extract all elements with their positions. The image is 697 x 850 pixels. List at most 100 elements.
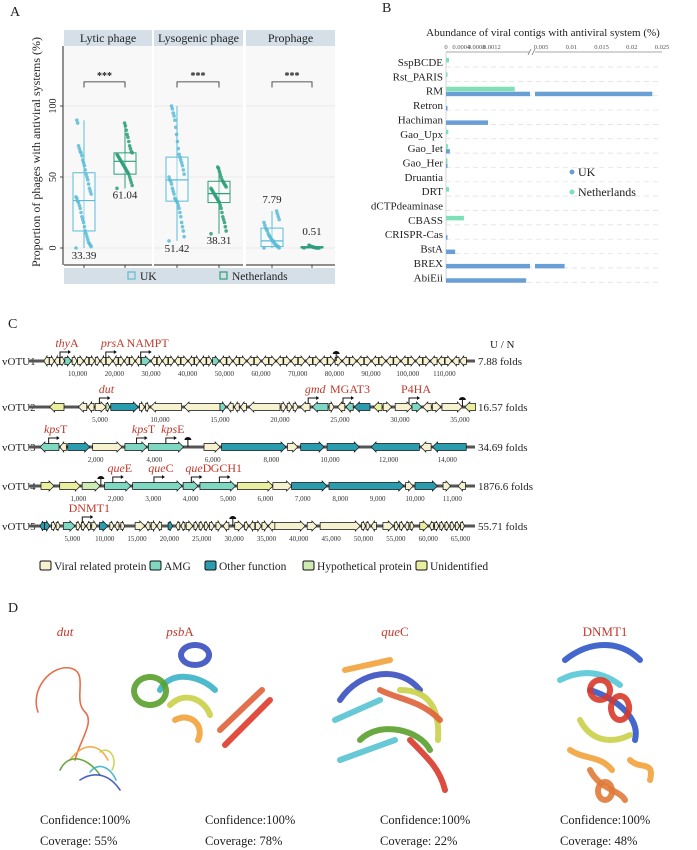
gene-arrow xyxy=(55,520,61,532)
data-point xyxy=(220,210,224,215)
gene-arrow xyxy=(174,354,181,368)
gene-arrow xyxy=(54,354,60,368)
ribbon xyxy=(567,747,615,773)
legend-key-netherlands xyxy=(219,271,228,280)
data-point xyxy=(302,246,306,250)
gene-arrow xyxy=(444,354,453,368)
gene-label: queC xyxy=(148,461,173,475)
significance-bracket xyxy=(271,81,313,88)
category-label: Gao_Upx xyxy=(400,129,443,141)
x-tick-label: 0.0008 xyxy=(468,44,486,51)
label-roman: E xyxy=(125,461,132,475)
x-tick-label: 0 xyxy=(444,44,447,51)
gene-label: prsA xyxy=(100,336,125,350)
structure-title: psbA xyxy=(165,624,194,639)
gene-arrow xyxy=(110,401,139,413)
promoter-arrow-icon xyxy=(105,351,115,358)
gene-arrow xyxy=(167,520,174,532)
label-italic: thy xyxy=(55,336,70,350)
promoter-arrow-icon xyxy=(98,397,109,404)
gene-arrow xyxy=(222,519,230,533)
track-name: vOTU4 xyxy=(2,481,36,493)
gene-arrow xyxy=(193,520,199,532)
gene-arrow xyxy=(385,354,394,368)
data-point xyxy=(182,172,186,176)
gene-arrow xyxy=(162,354,169,368)
category-label: Gao_Her xyxy=(403,157,444,169)
gene-arrow xyxy=(67,441,91,453)
position-tick: 15,000 xyxy=(127,535,147,543)
data-point xyxy=(77,203,82,208)
gene-arrow xyxy=(248,401,281,413)
gene-arrow xyxy=(439,520,445,532)
data-point xyxy=(218,203,223,208)
promoter-arrowhead xyxy=(173,436,177,440)
gene-arrow xyxy=(429,354,438,368)
ribbon xyxy=(131,674,170,708)
label-italic: que xyxy=(148,461,166,475)
gene-arrow xyxy=(94,355,101,367)
gene-arrow xyxy=(109,520,115,532)
data-point xyxy=(75,118,79,122)
facet-background xyxy=(64,46,152,265)
promoter-arrowhead xyxy=(161,475,165,479)
label-italic: prs xyxy=(100,336,117,350)
data-point xyxy=(307,243,311,247)
data-point xyxy=(173,196,177,201)
ribbon xyxy=(608,693,633,723)
data-point xyxy=(209,186,213,191)
data-point xyxy=(80,158,85,162)
gene-arrow xyxy=(175,520,181,532)
data-point xyxy=(171,111,176,115)
terminator-icon xyxy=(184,437,192,440)
label-roman: D xyxy=(203,461,212,475)
gene-arrow xyxy=(100,354,106,368)
gene-arrow xyxy=(274,520,306,532)
position-tick: 55,000 xyxy=(386,535,406,543)
position-tick: 60,000 xyxy=(251,370,271,378)
facet-strip xyxy=(154,30,243,46)
structure-title: DNMT1 xyxy=(583,624,628,639)
x-tick-label: 0.01 xyxy=(566,44,577,51)
data-point xyxy=(178,210,182,215)
data-point xyxy=(81,161,86,165)
panel-letter-b: B xyxy=(382,1,391,16)
gene-arrow xyxy=(272,480,293,492)
protein-structure-dnmt1 xyxy=(557,642,654,803)
position-tick: 10,000 xyxy=(405,495,425,503)
gene-arrow xyxy=(404,520,410,532)
gene-arrow xyxy=(434,520,439,532)
data-point xyxy=(263,226,268,230)
significance-stars: *** xyxy=(97,71,112,82)
facet-label: Prophage xyxy=(268,31,313,45)
position-tick: 5,000 xyxy=(92,416,108,424)
data-point xyxy=(176,203,181,208)
gene-arrow xyxy=(341,354,350,368)
promoter-arrow-icon xyxy=(190,476,201,483)
legend-label: Netherlands xyxy=(578,185,636,199)
data-point xyxy=(128,146,133,151)
promoter-arrowhead xyxy=(56,436,60,440)
category-label: DRT xyxy=(422,186,444,198)
data-point xyxy=(74,246,78,250)
promoter-arrow-icon xyxy=(112,476,122,483)
gene-arrow xyxy=(39,441,60,453)
gene-arrow xyxy=(168,354,175,368)
label-italic: kps xyxy=(132,422,148,436)
promoter-arrowhead xyxy=(227,475,231,479)
fold-change: 34.69 folds xyxy=(478,442,528,454)
label-roman: NAMPT xyxy=(127,336,170,350)
data-point xyxy=(129,149,134,154)
gene-arrow xyxy=(49,401,65,413)
data-point xyxy=(172,192,176,196)
x-tick-label: 0.0004 xyxy=(452,44,471,51)
gene-arrow xyxy=(239,400,247,414)
data-point xyxy=(168,178,172,182)
gene-arrow xyxy=(44,519,51,533)
facet-strip xyxy=(246,30,335,46)
facet-label: Lytic phage xyxy=(80,31,136,45)
data-point xyxy=(85,234,89,239)
gene-arrow xyxy=(150,354,157,368)
gene-arrow xyxy=(334,354,343,368)
gene-arrow xyxy=(283,354,291,368)
